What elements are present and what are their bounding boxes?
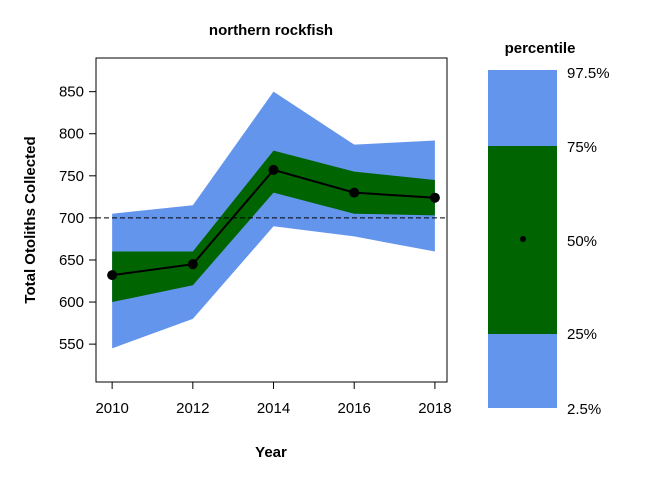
- plot-area: [95, 57, 448, 383]
- median-point-2012: [187, 259, 198, 270]
- x-tick-label-2014: 2014: [257, 400, 290, 417]
- x-tick-label-2016: 2016: [338, 400, 371, 417]
- y-tick-label-800: 800: [59, 126, 84, 143]
- x-tick-label-2010: 2010: [95, 400, 128, 417]
- y-axis-label: Total Otoliths Collected: [22, 136, 39, 303]
- chart-title: northern rockfish: [209, 22, 333, 39]
- legend-outer-top: [488, 70, 557, 146]
- y-tick-label-700: 700: [59, 210, 84, 227]
- y-tick-label-750: 750: [59, 168, 84, 185]
- y-tick-label-600: 600: [59, 294, 84, 311]
- median-points: [107, 164, 440, 281]
- legend-label-50: 50%: [567, 233, 597, 250]
- x-tick-label-2018: 2018: [418, 400, 451, 417]
- x-tick-label-2012: 2012: [176, 400, 209, 417]
- y-tick-label-650: 650: [59, 252, 84, 269]
- median-point-2010: [107, 270, 118, 281]
- y-tick-label-850: 850: [59, 84, 84, 101]
- x-axis: 2010 2012 2014 2016 2018: [95, 381, 452, 417]
- legend-label-97.5: 97.5%: [567, 65, 610, 82]
- legend-outer-bottom: [488, 334, 557, 408]
- legend-median-dot: [520, 236, 526, 242]
- band-2.5-97.5: [112, 91, 435, 349]
- x-axis-label: Year: [255, 444, 287, 461]
- median-point-2014: [268, 164, 279, 175]
- median-point-2018: [429, 192, 440, 203]
- y-axis: 550 600 650 700 750 800 850: [59, 84, 97, 353]
- legend-label-25: 25%: [567, 326, 597, 343]
- legend-label-2.5: 2.5%: [567, 401, 601, 418]
- legend-label-75: 75%: [567, 139, 597, 156]
- legend-title: percentile: [505, 40, 576, 57]
- y-tick-label-550: 550: [59, 336, 84, 353]
- percentile-legend: percentile 97.5% 75% 50% 25% 2.5%: [488, 40, 610, 418]
- median-point-2016: [349, 187, 360, 198]
